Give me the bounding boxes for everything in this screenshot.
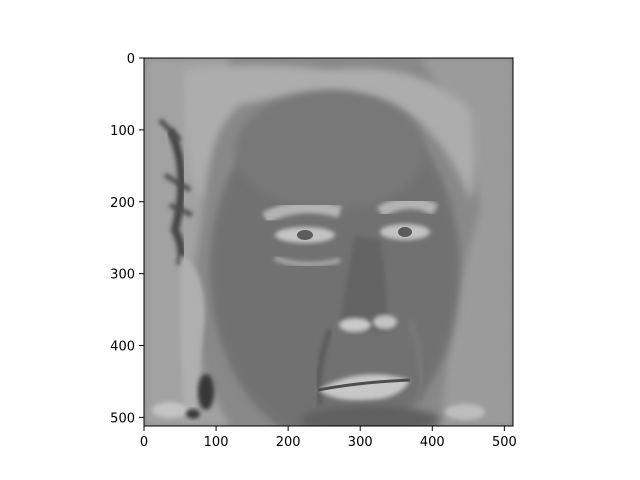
x-tick-label: 500 [492, 435, 517, 450]
y-tick-label: 200 [110, 196, 135, 211]
y-axis: 0 100 200 300 400 500 [110, 52, 144, 426]
x-tick-label: 400 [420, 435, 445, 450]
x-tick-label: 300 [348, 435, 373, 450]
y-tick-label: 500 [110, 411, 135, 426]
face-image [144, 58, 513, 426]
x-tick-label: 100 [204, 435, 229, 450]
axes-frame [143, 57, 514, 427]
y-tick-label: 400 [110, 340, 135, 355]
x-tick-label: 200 [276, 435, 301, 450]
y-tick-label: 300 [110, 268, 135, 283]
y-tick-label: 100 [110, 124, 135, 139]
x-axis: 0 100 200 300 400 500 [140, 426, 517, 450]
y-tick-label: 0 [127, 52, 135, 67]
x-tick-label: 0 [140, 435, 148, 450]
